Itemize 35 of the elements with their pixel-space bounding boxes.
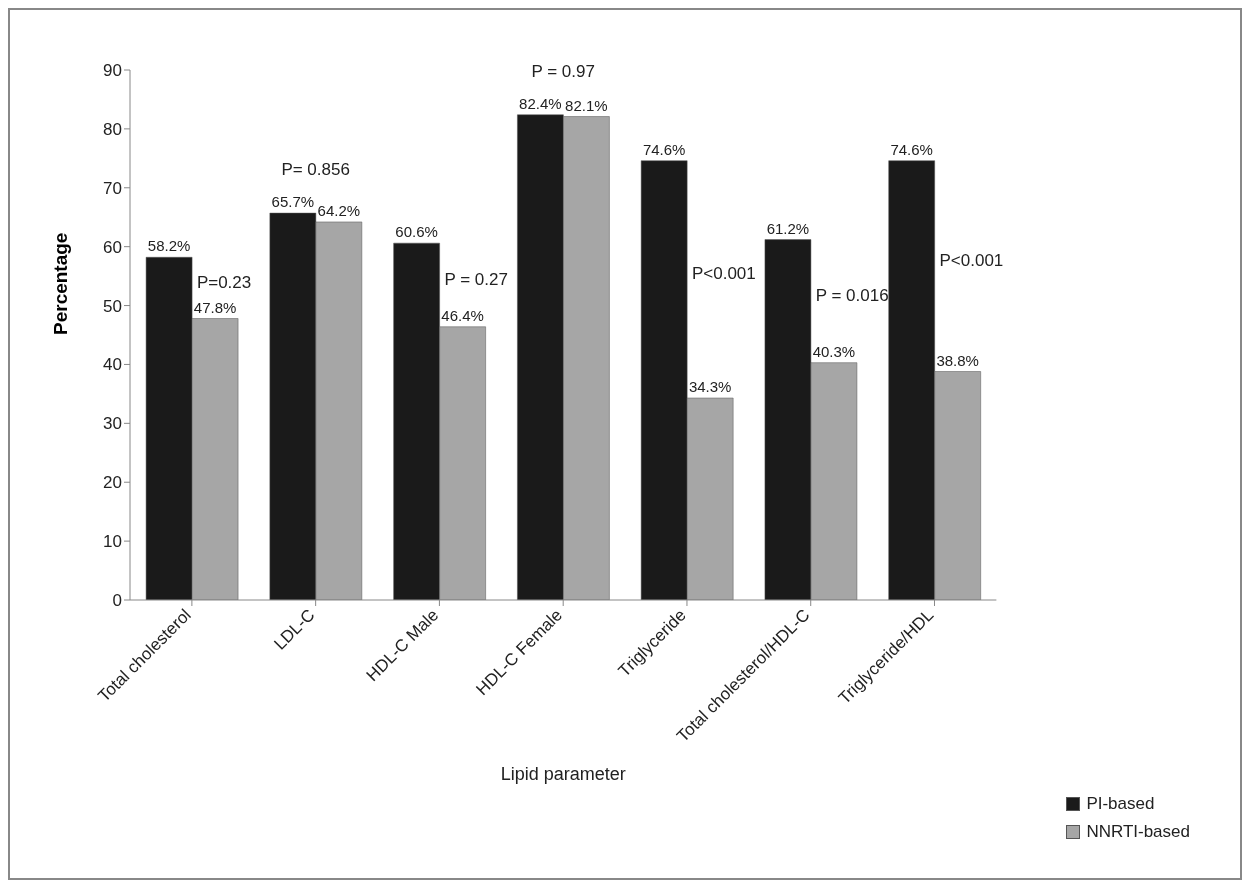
legend-label: NNRTI-based bbox=[1085, 822, 1190, 842]
x-axis-title: Lipid parameter bbox=[500, 764, 626, 784]
annotation: P<0.001 bbox=[691, 264, 756, 284]
annotation: P=0.23 bbox=[196, 272, 252, 292]
y-tick-label: 80 bbox=[103, 119, 122, 139]
y-tick-label: 10 bbox=[103, 532, 122, 552]
y-tick-label: 40 bbox=[103, 355, 122, 375]
data-label: 61.2% bbox=[766, 219, 810, 237]
y-tick-label: 20 bbox=[103, 473, 122, 493]
y-tick-label: 0 bbox=[112, 591, 122, 611]
data-label: 60.6% bbox=[395, 223, 438, 241]
legend-label: PI-based bbox=[1085, 794, 1156, 814]
y-tick-label: 50 bbox=[103, 296, 122, 316]
annotation: P= 0.856 bbox=[281, 160, 350, 180]
y-tick-label: 70 bbox=[103, 178, 122, 198]
data-label: 46.4% bbox=[441, 306, 484, 324]
data-label: 64.2% bbox=[317, 201, 361, 219]
y-tick-label: 60 bbox=[103, 237, 122, 257]
data-label: 65.7% bbox=[271, 193, 315, 211]
annotation: P = 0.016 bbox=[815, 286, 889, 306]
data-label: 82.4% bbox=[519, 94, 562, 112]
data-label: 58.2% bbox=[147, 237, 191, 255]
y-tick-label: 30 bbox=[103, 414, 122, 434]
annotation: P<0.001 bbox=[939, 251, 1004, 271]
data-label: 38.8% bbox=[936, 351, 979, 369]
data-label: 40.3% bbox=[812, 342, 856, 360]
annotation: P = 0.97 bbox=[531, 61, 595, 81]
annotation: P = 0.27 bbox=[444, 269, 508, 289]
data-label: 47.8% bbox=[193, 298, 237, 316]
data-label: 74.6% bbox=[642, 140, 686, 158]
y-axis-title: Percentage bbox=[49, 232, 71, 335]
data-label: 82.1% bbox=[565, 96, 608, 114]
data-label: 74.6% bbox=[890, 140, 933, 158]
y-tick-label: 90 bbox=[103, 61, 122, 81]
data-label: 34.3% bbox=[688, 378, 732, 396]
